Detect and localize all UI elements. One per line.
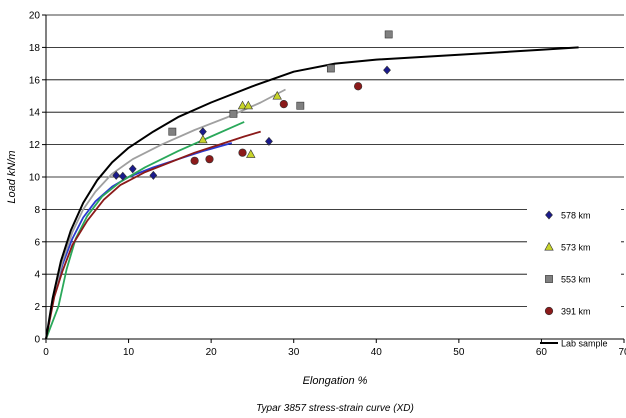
x-tick-label: 70	[618, 347, 626, 358]
x-tick-label: 40	[371, 347, 383, 358]
legend-label: 391 km	[561, 307, 591, 317]
gridlines	[46, 14, 624, 308]
data-points	[112, 30, 393, 181]
data-point	[205, 155, 214, 164]
x-tick-label: 20	[206, 347, 218, 358]
x-ticks: 0 10 20 30 40 50 60 70	[43, 339, 626, 358]
data-point	[118, 171, 127, 181]
data-point	[265, 136, 273, 146]
y-axis-title: Load kN/m	[6, 150, 18, 203]
fit-curve-lab-sample	[45, 46, 579, 340]
legend-label: 578 km	[561, 211, 591, 221]
chart-caption: Typar 3857 stress-strain curve (XD)	[256, 403, 414, 414]
y-tick-label: 4	[34, 270, 40, 281]
data-point	[198, 134, 208, 144]
data-point	[168, 127, 177, 136]
y-ticks: 0 2 4 6 8 10 12 14 16 18 20	[29, 11, 46, 346]
data-point	[238, 148, 247, 157]
data-point	[190, 156, 199, 165]
data-point	[243, 100, 254, 110]
y-tick-label: 2	[34, 302, 40, 313]
data-point	[112, 170, 121, 180]
x-tick-label: 10	[123, 347, 135, 358]
x-tick-label: 60	[536, 347, 548, 358]
legend-label: Lab sample	[561, 339, 608, 349]
y-tick-label: 0	[34, 335, 40, 346]
y-tick-label: 20	[29, 11, 41, 22]
data-point	[354, 82, 363, 91]
y-tick-label: 8	[34, 205, 40, 216]
legend: 578 km 573 km 553 km 391 km Lab sample	[540, 211, 608, 349]
y-tick-label: 10	[29, 173, 41, 184]
data-point	[128, 164, 137, 174]
data-point	[326, 64, 335, 73]
data-point	[229, 109, 238, 118]
fit-curve-391-km	[45, 130, 261, 340]
x-axis-title: Elongation %	[303, 375, 368, 387]
data-point	[272, 90, 282, 100]
data-point	[279, 99, 288, 109]
x-tick-label: 30	[288, 347, 300, 358]
y-tick-label: 14	[29, 108, 41, 119]
legend-marker	[545, 210, 553, 220]
x-tick-label: 0	[43, 347, 49, 358]
y-tick-label: 6	[34, 237, 40, 248]
legend-marker	[544, 306, 554, 316]
data-point	[198, 127, 207, 137]
legend-marker	[544, 241, 554, 251]
legend-marker	[545, 275, 553, 283]
y-tick-label: 16	[29, 75, 41, 86]
legend-box	[527, 200, 621, 336]
fit-curve-553-km	[45, 88, 286, 340]
data-point	[237, 100, 248, 110]
data-point	[149, 170, 158, 180]
y-tick-label: 18	[29, 43, 41, 54]
data-point	[384, 30, 393, 39]
data-point	[296, 101, 305, 110]
fit-curve-573-km	[45, 121, 245, 340]
y-tick-label: 12	[29, 140, 41, 151]
legend-label: 573 km	[561, 243, 591, 253]
data-point	[383, 65, 391, 75]
fit-curves	[45, 46, 579, 340]
legend-label: 553 km	[561, 275, 591, 285]
x-tick-label: 50	[453, 347, 465, 358]
data-point	[246, 149, 256, 158]
